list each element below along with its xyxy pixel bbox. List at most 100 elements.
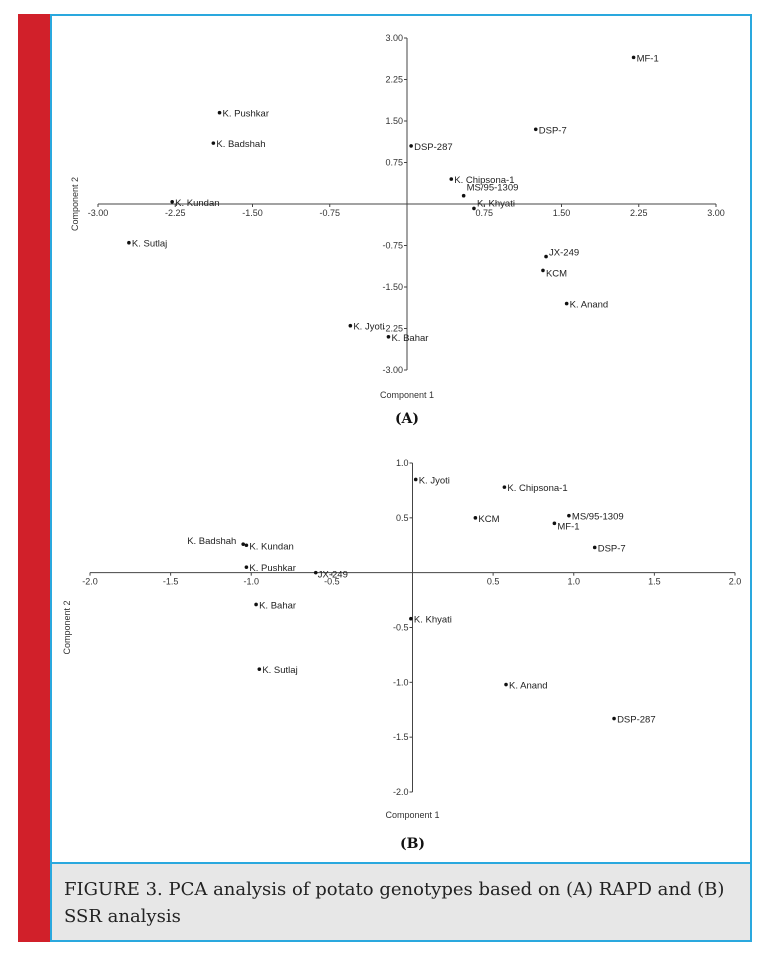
x-tick-label: -1.50 [242, 208, 263, 218]
x-tick-label: 2.25 [630, 208, 648, 218]
x-tick-label: -1.5 [163, 577, 179, 587]
data-point [552, 521, 557, 526]
data-point [473, 516, 478, 520]
y-tick-label: -1.5 [393, 732, 409, 742]
point-label: K. Kundan [249, 541, 293, 552]
point-label: K. Chipsona-1 [507, 483, 567, 494]
data-point [567, 513, 571, 518]
y-tick-label: -0.5 [393, 623, 409, 633]
data-point [461, 193, 466, 198]
y-axis-title: Component 2 [62, 600, 72, 654]
data-point [541, 268, 545, 273]
x-tick-label: 2.0 [729, 577, 742, 587]
point-label: K. Anand [570, 300, 609, 311]
data-point [211, 141, 216, 145]
x-tick-label: -2.0 [82, 577, 98, 587]
figure-frame: -3.00 -2.25 -1.50 -0.75 0.75 1.50 2.25 3.00 3.00… [50, 14, 752, 942]
x-tick-label: 0.5 [487, 577, 500, 587]
point-label: MF-1 [557, 521, 579, 532]
point-label: K. Jyoti [353, 322, 384, 333]
y-tick-label: 2.25 [385, 75, 403, 85]
data-point [504, 682, 508, 687]
figure-caption: FIGURE 3. PCA analysis of potato genotyp… [52, 862, 750, 940]
y-axis-title: Component 2 [70, 177, 80, 231]
data-point [544, 254, 548, 259]
x-tick-label: -2.25 [165, 208, 186, 218]
pca-panel-a: -3.00 -2.25 -1.50 -0.75 0.75 1.50 2.25 3.00 3.00… [70, 33, 725, 427]
point-label: K. Khyati [414, 615, 452, 626]
y-tick-label: -0.75 [382, 241, 403, 251]
point-label: K. Bahar [259, 600, 296, 611]
y-tick-label: -2.0 [393, 787, 409, 797]
point-label: DSP-7 [539, 125, 567, 136]
point-label: MF-1 [637, 53, 659, 64]
x-tick-label: 0.75 [475, 208, 493, 218]
y-tick-label: 3.00 [385, 33, 403, 43]
data-point [254, 602, 258, 607]
data-point [631, 55, 636, 60]
point-label: K. Badshah [216, 139, 265, 150]
point-label: K. Jyoti [419, 475, 450, 486]
pca-charts: -3.00 -2.25 -1.50 -0.75 0.75 1.50 2.25 3.00 3.00… [62, 33, 741, 852]
y-tick-label: -3.00 [382, 365, 403, 375]
data-point [592, 545, 597, 550]
point-label: MS/95-1309 [572, 512, 624, 523]
data-point [241, 542, 245, 546]
x-tick-label: -0.5 [324, 577, 340, 587]
point-label: DSP-287 [617, 715, 656, 726]
point-label: JX-249 [318, 570, 348, 581]
data-point [413, 477, 418, 482]
data-point [386, 335, 391, 339]
point-label: KCM [546, 268, 567, 279]
point-label: MS/95-1309 [467, 183, 519, 194]
panel-label: (B) [400, 836, 425, 852]
pca-panel-b: -2.0 -1.5 -1.0 -0.5 0.5 1.0 1.5 2.0 1.0 0.5 -0.5 -1… [62, 458, 741, 852]
point-label: DSP-7 [598, 543, 626, 554]
x-tick-label: 1.0 [567, 577, 580, 587]
point-label: K. Pushkar [223, 109, 269, 120]
data-point [244, 543, 249, 548]
point-label: K. Khyati [477, 198, 515, 209]
data-point [348, 323, 353, 328]
data-point [244, 565, 249, 569]
data-point [257, 667, 262, 671]
x-axis-title: Component 1 [380, 390, 434, 400]
x-tick-label: -1.0 [243, 577, 259, 587]
point-label: K. Bahar [391, 333, 428, 344]
x-tick-label: -3.00 [88, 208, 109, 218]
point-label: K. Sutlaj [262, 665, 297, 676]
data-point [409, 144, 413, 148]
panel-label: (A) [395, 411, 419, 427]
data-point [409, 616, 413, 621]
data-point [449, 177, 454, 181]
data-point [170, 199, 174, 204]
point-label: KCM [478, 514, 499, 525]
data-point [612, 716, 616, 721]
y-tick-label: -1.50 [382, 282, 403, 292]
data-point [217, 110, 222, 115]
x-tick-label: 1.5 [648, 577, 661, 587]
point-label: K. Kundan [175, 198, 219, 209]
point-label: K. Sutlaj [132, 239, 167, 250]
y-tick-label: 1.50 [385, 116, 403, 126]
data-point [127, 240, 131, 245]
y-tick-label: -2.25 [382, 324, 403, 334]
data-point [533, 127, 538, 132]
red-side-strip [18, 14, 50, 942]
data-point [472, 206, 476, 211]
point-label: K. Anand [509, 681, 548, 692]
data-point [313, 570, 318, 575]
x-tick-label: -0.75 [319, 208, 340, 218]
y-tick-label: 1.0 [396, 458, 409, 468]
point-label: K. Pushkar [249, 563, 295, 574]
data-point [564, 301, 569, 306]
point-label: JX-249 [549, 248, 579, 259]
data-point [502, 485, 507, 489]
x-tick-label: 3.00 [707, 208, 725, 218]
point-label: DSP-287 [414, 142, 453, 153]
point-label: K. Chipsona-1 [454, 175, 514, 186]
y-tick-label: 0.5 [396, 513, 409, 523]
y-tick-label: -1.0 [393, 677, 409, 687]
point-label: K. Badshah [187, 536, 236, 547]
y-tick-label: 0.75 [385, 158, 403, 168]
